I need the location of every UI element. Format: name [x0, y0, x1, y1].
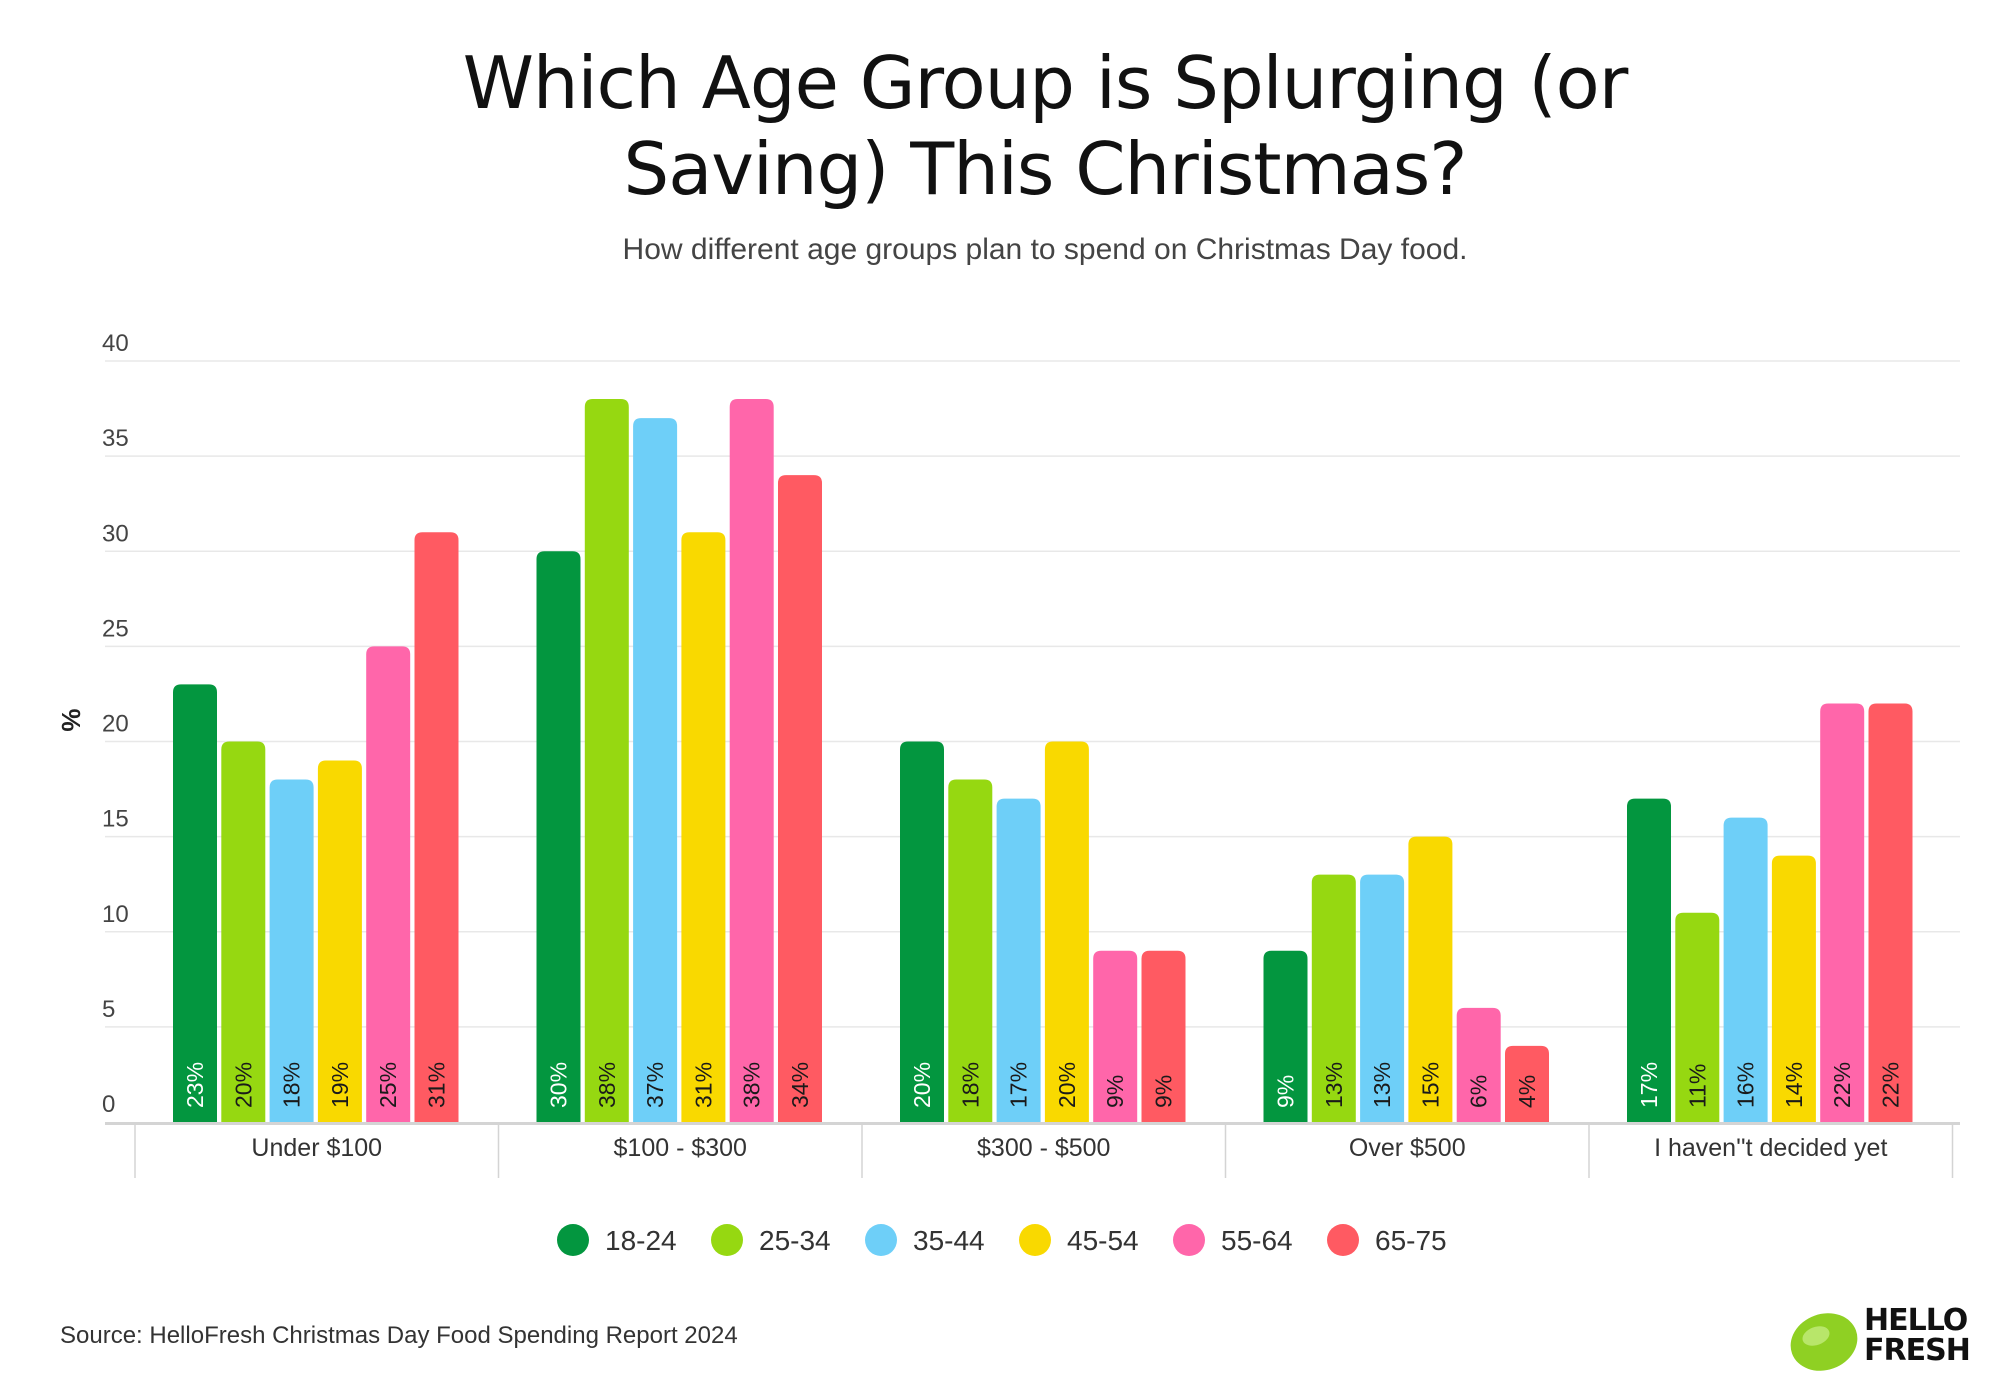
bar [414, 532, 459, 1122]
hellofresh-logo: HELLO FRESH [1786, 1300, 1971, 1380]
bar-data-label: 13% [1321, 1062, 1347, 1108]
bar-data-label: 4% [1514, 1075, 1540, 1108]
bar [1408, 836, 1453, 1122]
bar-data-label: 9% [1102, 1075, 1128, 1108]
bar-data-label: 19% [327, 1062, 353, 1108]
bar [1505, 1045, 1549, 1122]
legend-label: 45-54 [1067, 1225, 1139, 1256]
x-tick-label: Under $100 [251, 1134, 382, 1162]
bar-data-label: 38% [594, 1062, 620, 1108]
y-tick-label: 25 [102, 615, 129, 642]
bar [633, 418, 678, 1122]
y-tick-label: 40 [102, 330, 129, 357]
legend-label: 65-75 [1375, 1225, 1447, 1256]
bar [1723, 817, 1768, 1122]
bar-data-label: 20% [230, 1062, 256, 1108]
bar-data-label: 22% [1878, 1062, 1904, 1108]
y-tick-label: 15 [102, 806, 129, 833]
bar-data-label: 31% [690, 1062, 716, 1108]
bar [729, 399, 774, 1122]
x-tick-label: $300 - $500 [977, 1134, 1110, 1162]
bar-data-label: 6% [1466, 1075, 1492, 1108]
bar-data-label: 23% [182, 1062, 208, 1108]
bar [900, 741, 944, 1122]
legend-label: 35-44 [913, 1225, 985, 1256]
bar [1311, 874, 1356, 1122]
bar-data-label: 34% [787, 1062, 813, 1108]
bar-data-label: 17% [1006, 1062, 1032, 1108]
logo-text-line-1: HELLO [1864, 1303, 1968, 1338]
bar [1141, 950, 1186, 1122]
bar [948, 779, 993, 1122]
legend-label: 55-64 [1221, 1225, 1293, 1256]
legend-swatch [1173, 1224, 1205, 1256]
lime-icon [1790, 1313, 1858, 1371]
bar [778, 475, 822, 1122]
bar-data-label: 38% [739, 1062, 765, 1108]
bar-data-label: 16% [1733, 1062, 1759, 1108]
logo-text: HELLO FRESH [1864, 1303, 1971, 1368]
bar-data-label: 22% [1829, 1062, 1855, 1108]
bar-data-label: 9% [1151, 1075, 1177, 1108]
bar-data-label: 11% [1684, 1064, 1710, 1108]
bar-data-label: 17% [1636, 1062, 1662, 1108]
bar-data-label: 18% [957, 1062, 983, 1108]
bar [1627, 798, 1671, 1122]
y-tick-label: 5 [102, 996, 115, 1023]
x-tick-label: I haven''t decided yet [1654, 1134, 1887, 1162]
bar-data-label: 15% [1417, 1062, 1443, 1108]
bar [1675, 912, 1720, 1122]
bar [269, 779, 314, 1122]
bar-data-label: 25% [375, 1062, 401, 1108]
bar [681, 532, 726, 1122]
bar-data-label: 31% [424, 1062, 450, 1108]
bar [584, 399, 629, 1122]
y-axis-title: % [56, 708, 86, 731]
legend-swatch [1327, 1224, 1359, 1256]
y-tick-label: 30 [102, 520, 129, 547]
x-tick-label: $100 - $300 [614, 1134, 747, 1162]
bar [1820, 703, 1865, 1122]
bar [1868, 703, 1913, 1122]
bar-data-label: 18% [279, 1062, 305, 1108]
bar [1093, 950, 1138, 1122]
bar [221, 741, 266, 1122]
legend-swatch [1019, 1224, 1051, 1256]
chart-subtitle: How different age groups plan to spend o… [622, 233, 1468, 266]
chart-title-line-2: Saving) This Christmas? [623, 127, 1467, 211]
bar-data-label: 20% [1054, 1062, 1080, 1108]
chart-title-line-1: Which Age Group is Splurging (or [462, 41, 1629, 125]
logo-text-line-2: FRESH [1864, 1333, 1971, 1368]
bar [536, 551, 581, 1122]
legend-swatch [865, 1224, 897, 1256]
bar [317, 760, 362, 1122]
bar [1771, 855, 1816, 1122]
legend-label: 18-24 [605, 1225, 677, 1256]
bar [1456, 1007, 1501, 1122]
bar-chart: 0 5 10 15 20 25 30 35 40% 23% 20% 18% 19% 25% 31% Under… [56, 330, 1960, 1256]
bar [173, 684, 217, 1122]
y-tick-label: 0 [102, 1091, 115, 1118]
y-tick-label: 10 [102, 901, 129, 928]
chart-title: Which Age Group is Splurging (or Saving)… [0, 40, 2000, 212]
bar-data-label: 20% [909, 1062, 935, 1108]
x-tick-label: Over $500 [1349, 1134, 1466, 1162]
bar-data-label: 9% [1273, 1075, 1299, 1108]
bar-data-label: 14% [1781, 1062, 1807, 1108]
bar [1360, 874, 1405, 1122]
source-note: Source: HelloFresh Christmas Day Food Sp… [60, 1322, 738, 1349]
bar-data-label: 13% [1369, 1062, 1395, 1108]
legend-swatch [711, 1224, 743, 1256]
bar [366, 646, 411, 1122]
bar [1263, 950, 1308, 1122]
y-tick-label: 35 [102, 425, 129, 452]
bar [1044, 741, 1089, 1122]
legend-label: 25-34 [759, 1225, 831, 1256]
y-tick-label: 20 [102, 711, 129, 738]
legend-swatch [557, 1224, 589, 1256]
bar [996, 798, 1041, 1122]
bar-data-label: 37% [642, 1062, 668, 1108]
bar-data-label: 30% [546, 1062, 572, 1108]
